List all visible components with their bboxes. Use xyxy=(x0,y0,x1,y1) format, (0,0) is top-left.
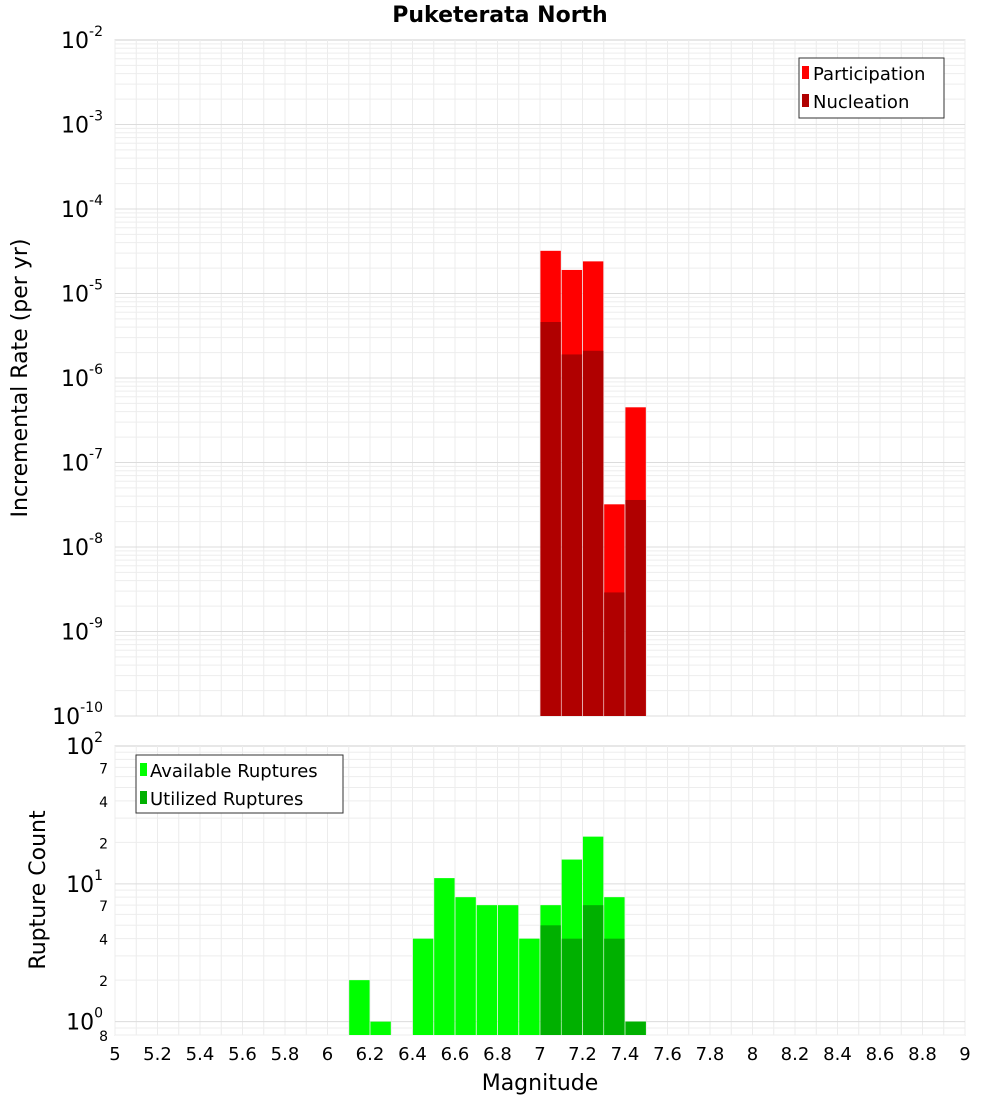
y-tick-label: 10-5 xyxy=(61,278,103,308)
y-tick-label: 2 xyxy=(99,836,108,852)
x-tick-label: 7 xyxy=(534,1044,545,1065)
y-tick-label: 10-6 xyxy=(61,362,103,392)
nucleation-bar xyxy=(625,499,646,716)
x-tick-label: 7.4 xyxy=(611,1044,640,1065)
rate-plot: 10-2 10-3 10-4 10-5 10-6 10-7 10-8 10-9 10-10 In… xyxy=(8,24,966,730)
available-ruptures-bar xyxy=(476,905,498,1035)
x-tick-label: 9 xyxy=(959,1044,970,1065)
x-tick-label: 5.6 xyxy=(228,1044,257,1065)
y-tick-label: 10-8 xyxy=(61,531,103,561)
y-tick-label: 7 xyxy=(99,761,108,777)
available-ruptures-bar xyxy=(412,938,434,1035)
x-tick-label: 7.2 xyxy=(568,1044,597,1065)
x-axis-label: Magnitude xyxy=(482,1071,599,1096)
y-tick-label: 10-3 xyxy=(61,109,103,139)
nucleation-bar xyxy=(582,350,604,716)
y-tick-label: 102 xyxy=(66,730,103,760)
y-tick-label: 10-2 xyxy=(61,24,103,54)
utilized-ruptures-legend-label: Utilized Ruptures xyxy=(150,789,303,810)
x-tick-label: 8.8 xyxy=(908,1044,937,1065)
x-tick-label: 5.4 xyxy=(186,1044,215,1065)
y-tick-label: 100 xyxy=(66,1006,103,1036)
magnitude-x-tick-labels: 5 5.2 5.4 5.6 5.8 6 6.2 6.4 6.6 6.8 7 7.2 7.4 7.6 7.8 8… xyxy=(109,1044,970,1065)
rupture-plot-bars xyxy=(349,836,646,1035)
x-tick-label: 8.2 xyxy=(781,1044,810,1065)
participation-legend-label: Participation xyxy=(813,64,925,85)
available-ruptures-bar xyxy=(497,905,519,1035)
x-tick-label: 5.8 xyxy=(271,1044,300,1065)
available-ruptures-bar xyxy=(370,1021,391,1035)
available-ruptures-bar xyxy=(519,938,540,1035)
x-tick-label: 8.6 xyxy=(866,1044,895,1065)
utilized-ruptures-bar xyxy=(540,925,561,1035)
rate-plot-grid xyxy=(114,40,966,717)
x-tick-label: 6 xyxy=(322,1044,333,1065)
x-tick-label: 6.6 xyxy=(441,1044,470,1065)
y-tick-label: 10-7 xyxy=(61,447,103,477)
y-tick-label: 10-9 xyxy=(61,616,103,646)
y-tick-label: 4 xyxy=(99,795,108,811)
y-tick-label: 7 xyxy=(99,899,108,915)
rate-plot-bars xyxy=(540,250,646,716)
y-tick-label: 2 xyxy=(99,974,108,990)
nucleation-legend-label: Nucleation xyxy=(813,92,909,113)
nucleation-legend-swatch xyxy=(802,94,809,107)
nucleation-bar xyxy=(540,321,561,716)
x-tick-label: 6.8 xyxy=(483,1044,512,1065)
utilized-ruptures-legend-swatch xyxy=(140,791,147,804)
y-tick-label: 10-10 xyxy=(52,700,103,730)
nucleation-bar xyxy=(561,354,583,716)
rate-y-axis-label: Incremental Rate (per yr) xyxy=(8,239,33,518)
rupture-y-axis-label: Rupture Count xyxy=(26,810,51,970)
x-tick-label: 8 xyxy=(747,1044,758,1065)
rate-legend: Participation Nucleation xyxy=(798,57,945,119)
x-tick-label: 6.4 xyxy=(398,1044,427,1065)
utilized-ruptures-bar xyxy=(582,905,604,1035)
available-ruptures-bar xyxy=(455,897,476,1035)
x-tick-label: 5 xyxy=(109,1044,120,1065)
available-ruptures-legend-swatch xyxy=(140,763,147,776)
y-tick-label: 8 xyxy=(99,1029,108,1045)
rate-y-tick-labels: 10-2 10-3 10-4 10-5 10-6 10-7 10-8 10-9 10-10 xyxy=(52,24,103,730)
available-ruptures-bar xyxy=(434,878,455,1035)
x-tick-label: 7.6 xyxy=(653,1044,682,1065)
y-tick-label: 4 xyxy=(99,933,108,949)
participation-legend-swatch xyxy=(802,66,809,79)
x-tick-label: 8.4 xyxy=(823,1044,852,1065)
rate-legend-box xyxy=(798,57,945,119)
available-ruptures-legend-label: Available Ruptures xyxy=(150,761,318,782)
rupture-plot-grid xyxy=(114,746,966,1036)
y-tick-label: 101 xyxy=(66,868,103,898)
x-tick-label: 6.2 xyxy=(356,1044,385,1065)
nucleation-bar xyxy=(604,592,625,716)
utilized-ruptures-bar xyxy=(625,1021,646,1035)
utilized-ruptures-bar xyxy=(604,938,625,1035)
rupture-legend: Available Ruptures Utilized Ruptures xyxy=(135,754,344,814)
available-ruptures-bar xyxy=(349,980,370,1035)
y-tick-label: 10-4 xyxy=(61,193,103,223)
x-tick-label: 7.8 xyxy=(696,1044,725,1065)
x-tick-label: 5.2 xyxy=(143,1044,172,1065)
rupture-legend-box xyxy=(135,754,344,814)
utilized-ruptures-bar xyxy=(561,938,583,1035)
chart-title: Puketerata North xyxy=(392,3,607,28)
